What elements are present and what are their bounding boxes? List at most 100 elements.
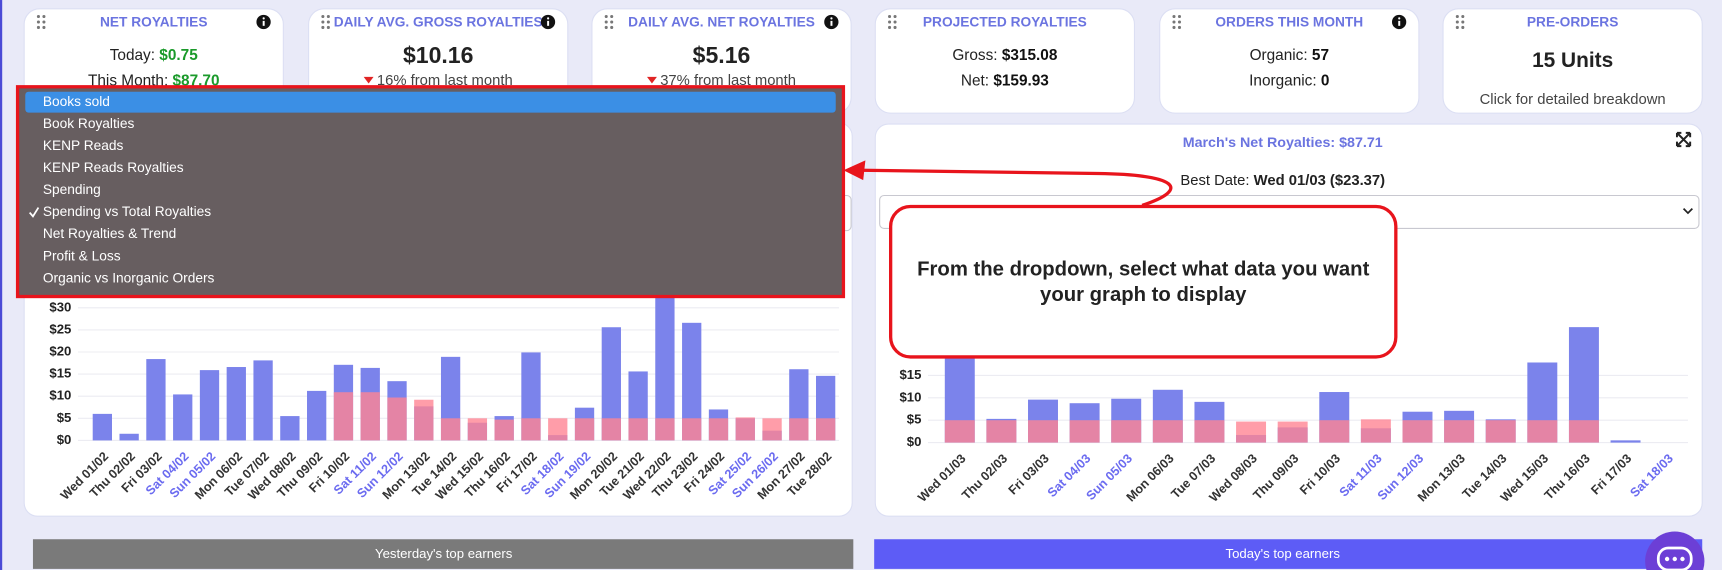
y-tick-label: $0 [57, 432, 72, 447]
drag-handle [1177, 14, 1182, 19]
callout-text: From the dropdown, select what data you … [917, 259, 1369, 281]
y-tick-label: $30 [49, 299, 71, 314]
bar [1319, 420, 1350, 443]
y-tick-label: $0 [907, 434, 922, 449]
dropdown-item[interactable]: Spending vs Total Royalties [43, 204, 211, 219]
drag-handle [604, 20, 608, 24]
bar [986, 420, 1017, 443]
bar [1069, 420, 1100, 443]
button-label: Yesterday's top earners [375, 546, 513, 561]
bar [173, 394, 193, 441]
line-value: $159.93 [993, 72, 1049, 89]
bar [387, 397, 407, 441]
dropdown-item[interactable]: Book Royalties [43, 116, 135, 131]
bar [601, 327, 621, 441]
bar [1610, 440, 1641, 443]
bar [1277, 421, 1308, 443]
expand-icon[interactable] [1675, 131, 1692, 148]
card-line: Gross: $315.08 [952, 47, 1057, 64]
title-value: $87.71 [1339, 135, 1383, 151]
chat-button[interactable] [1645, 531, 1705, 570]
kpi-card[interactable] [1442, 8, 1703, 114]
bar [682, 322, 702, 441]
dropdown-item[interactable]: Spending [43, 182, 101, 197]
bar [1444, 420, 1475, 443]
bar [253, 360, 273, 441]
line-value: $315.08 [1002, 47, 1058, 64]
y-tick-label: $25 [49, 321, 71, 336]
drag-handle [36, 20, 40, 24]
card-title: DAILY AVG. NET ROYALTIES [628, 15, 815, 30]
best-label: Best Date: [1180, 173, 1249, 189]
bar [1360, 419, 1391, 443]
card-line: Today: $0.75 [110, 47, 198, 64]
card-value: $5.16 [693, 42, 751, 68]
y-tick-label: $15 [49, 366, 71, 381]
drag-handle [888, 20, 892, 24]
bar [1485, 420, 1516, 443]
line-label: Net: [961, 72, 989, 89]
drag-handle [1177, 20, 1182, 24]
bar [1236, 421, 1267, 443]
bar [440, 418, 461, 441]
card-title: NET ROYALTIES [100, 15, 207, 30]
down-arrow [363, 76, 374, 84]
info-glyph [547, 17, 550, 20]
card-line: This Month: $87.70 [88, 72, 220, 89]
bar [574, 418, 595, 441]
yesterday-button[interactable] [32, 539, 854, 569]
drag-handle [1455, 14, 1459, 19]
drag-handle [42, 14, 46, 19]
info-glyph [830, 20, 833, 26]
check-mark [28, 207, 40, 218]
drag-handle [1461, 25, 1465, 30]
today-button[interactable] [874, 539, 1703, 569]
bar [521, 418, 541, 441]
card-value: $10.16 [403, 42, 474, 68]
right-panel-title: March's Net Royalties: $87.71 [1183, 135, 1383, 151]
drag-handle [610, 14, 614, 19]
bar [333, 392, 354, 441]
drag-handle [888, 25, 892, 30]
drag-handle [321, 14, 325, 19]
line-label: Gross: [952, 47, 997, 64]
bar [226, 367, 246, 441]
best-date: Best Date: Wed 01/03 ($23.37) [1180, 173, 1385, 189]
y-tick-label: $10 [899, 389, 921, 404]
line-label: Inorganic: [1249, 72, 1316, 89]
line-label: Today: [110, 47, 155, 64]
drag-handle [1455, 25, 1459, 30]
chat-dot [1672, 556, 1677, 562]
y-tick-label: $15 [899, 367, 921, 382]
dropdown-item[interactable]: Net Royalties & Trend [43, 226, 176, 241]
bar [1194, 420, 1225, 443]
info-glyph [262, 20, 265, 26]
bar [762, 418, 782, 441]
card-title: PRE-ORDERS [1527, 15, 1618, 30]
drag-handle [1172, 25, 1176, 30]
dropdown-item[interactable]: Books sold [43, 94, 110, 109]
y-tick-label: $20 [49, 343, 71, 358]
y-tick-label: $5 [907, 412, 922, 427]
dropdown-item[interactable]: KENP Reads Royalties [43, 160, 184, 175]
drag-handle [1461, 20, 1465, 24]
bar [1568, 420, 1599, 443]
best-value: Wed 01/03 ($23.37) [1254, 173, 1386, 189]
card-title: ORDERS THIS MONTH [1215, 15, 1363, 30]
line-value: $0.75 [159, 47, 198, 64]
dropdown-item[interactable]: KENP Reads [43, 138, 124, 153]
y-tick-label: $10 [49, 388, 71, 403]
drag-handle [42, 20, 46, 24]
bar [944, 420, 975, 443]
dropdown-item[interactable]: Profit & Loss [43, 248, 121, 263]
chat-dot [1680, 556, 1685, 562]
bar [601, 418, 621, 441]
info-glyph [547, 20, 550, 26]
info-glyph [830, 17, 833, 20]
bar [548, 418, 568, 441]
drag-handle [893, 20, 897, 24]
dropdown-item[interactable]: Organic vs Inorganic Orders [43, 270, 215, 285]
card-title: PROJECTED ROYALTIES [923, 15, 1087, 30]
highlighted-item[interactable] [25, 91, 836, 113]
